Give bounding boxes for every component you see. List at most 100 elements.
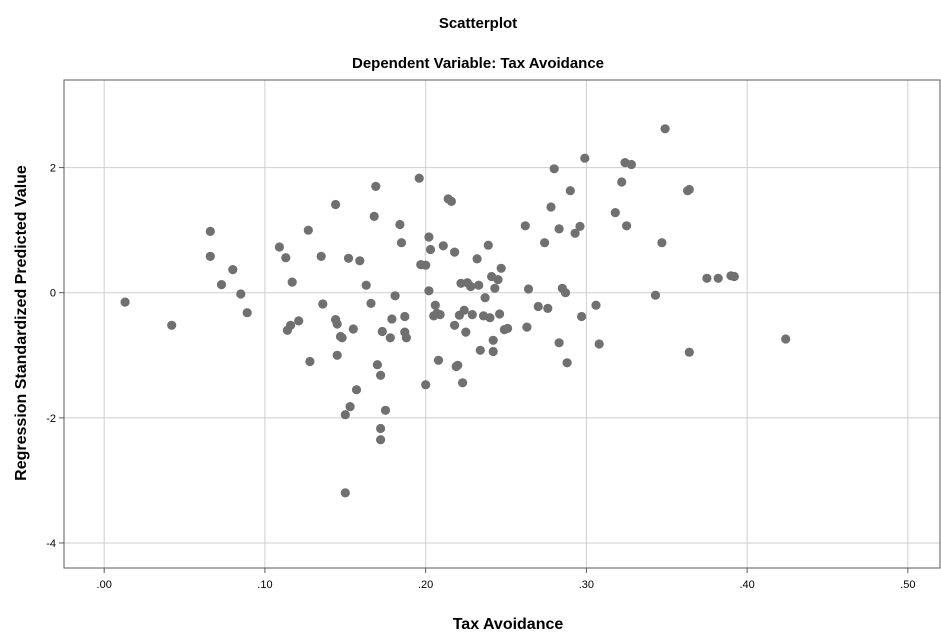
data-point xyxy=(425,244,436,255)
data-point xyxy=(390,291,400,301)
x-tick-label: .00 xyxy=(97,579,112,591)
data-point xyxy=(554,224,564,234)
data-point xyxy=(343,253,354,263)
data-point xyxy=(303,225,313,235)
data-point xyxy=(485,313,495,323)
x-axis-ticks: .00 .10 .20 .30 .40 .50 xyxy=(97,568,916,591)
data-point xyxy=(466,281,476,292)
data-point xyxy=(520,221,530,231)
data-point xyxy=(361,280,371,290)
data-point xyxy=(565,186,575,196)
data-point xyxy=(461,327,471,337)
data-point xyxy=(351,385,362,395)
data-point xyxy=(496,263,506,273)
data-points xyxy=(120,124,791,498)
data-point xyxy=(458,378,468,388)
data-point xyxy=(543,303,553,313)
data-point xyxy=(236,289,246,299)
data-point xyxy=(713,273,723,283)
data-point xyxy=(450,320,460,330)
data-point xyxy=(348,324,358,334)
data-point xyxy=(580,153,590,163)
data-point xyxy=(626,159,637,170)
data-point xyxy=(421,260,431,270)
data-point xyxy=(781,334,791,344)
y-tick-label: 2 xyxy=(50,163,56,175)
data-point xyxy=(281,253,291,263)
data-point xyxy=(205,251,215,261)
data-point xyxy=(401,333,411,343)
y-axis-ticks: -4 -2 0 2 xyxy=(46,163,64,550)
data-point xyxy=(355,256,365,266)
data-point xyxy=(387,314,397,324)
data-point xyxy=(503,323,513,333)
plot-area xyxy=(63,79,941,569)
data-point xyxy=(488,346,498,357)
data-point xyxy=(594,339,604,349)
data-point xyxy=(575,221,585,231)
data-point xyxy=(577,311,587,322)
data-point xyxy=(474,280,484,290)
data-point xyxy=(305,356,315,367)
data-point xyxy=(377,326,387,337)
data-point xyxy=(684,184,694,195)
data-point xyxy=(340,410,350,420)
data-point xyxy=(657,238,667,248)
data-point xyxy=(400,311,410,322)
data-point xyxy=(702,273,712,283)
data-point xyxy=(430,300,440,310)
y-tick-label: 0 xyxy=(50,288,56,300)
data-point xyxy=(617,177,627,187)
data-point xyxy=(376,370,386,380)
data-point xyxy=(591,300,601,310)
data-point xyxy=(480,293,490,303)
data-point xyxy=(475,345,485,355)
grid-lines xyxy=(64,80,940,568)
data-point xyxy=(369,211,379,221)
data-point xyxy=(438,241,448,251)
chart-title: Scatterplot xyxy=(439,15,517,32)
data-point xyxy=(318,299,328,309)
data-point xyxy=(560,288,571,298)
data-point xyxy=(205,226,215,236)
data-point xyxy=(332,319,342,329)
data-point xyxy=(684,347,694,357)
data-point xyxy=(488,335,498,345)
data-point xyxy=(549,164,559,174)
data-point xyxy=(316,251,326,261)
data-point xyxy=(216,280,227,290)
data-point xyxy=(167,320,177,330)
data-point xyxy=(287,277,297,287)
data-point xyxy=(331,199,341,210)
data-point xyxy=(570,228,580,238)
x-tick-label: .20 xyxy=(418,579,433,591)
x-tick-label: .40 xyxy=(739,579,754,591)
data-point xyxy=(421,380,431,390)
data-point xyxy=(414,173,424,183)
data-point xyxy=(650,290,661,300)
data-point xyxy=(483,240,493,250)
data-point xyxy=(424,232,434,242)
data-point xyxy=(729,271,739,282)
data-point xyxy=(371,181,381,191)
data-point xyxy=(376,423,386,434)
data-point xyxy=(493,275,503,285)
x-tick-label: .10 xyxy=(257,579,272,591)
data-point xyxy=(337,333,347,343)
data-point xyxy=(120,297,130,307)
data-point xyxy=(274,242,284,252)
data-point xyxy=(446,196,456,206)
data-point xyxy=(495,309,505,319)
data-point xyxy=(332,350,342,360)
data-point xyxy=(540,238,550,248)
data-point xyxy=(435,310,445,320)
x-tick-label: .30 xyxy=(579,579,594,591)
data-point xyxy=(546,202,556,212)
data-point xyxy=(472,254,482,264)
data-point xyxy=(610,208,620,218)
data-point xyxy=(396,238,407,248)
data-point xyxy=(286,320,296,330)
data-point xyxy=(660,124,670,134)
data-point xyxy=(424,286,434,296)
